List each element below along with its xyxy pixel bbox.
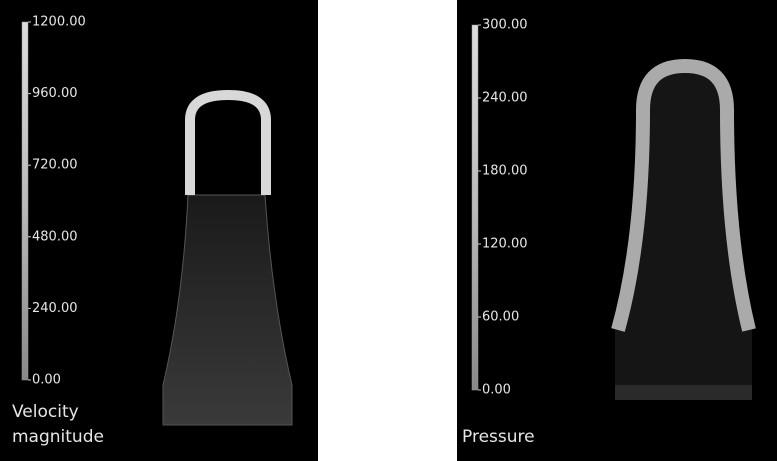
tick-label: 240.00 [32, 301, 78, 316]
tick-label: 960.00 [32, 86, 78, 101]
tick-label: 1200.00 [32, 15, 86, 30]
tick-label: 240.00 [482, 91, 528, 106]
figure: 1200.00960.00720.00480.00240.000.00Veloc… [0, 0, 777, 461]
tick-label: 300.00 [482, 18, 528, 33]
tick-label: 0.00 [32, 373, 61, 388]
panel-label: Pressure [462, 427, 535, 447]
tick-label: 480.00 [32, 229, 78, 244]
flask-base [615, 385, 752, 400]
tick-label: 120.00 [482, 237, 528, 252]
tick-label: 720.00 [32, 158, 78, 173]
page: 1200.00960.00720.00480.00240.000.00Veloc… [0, 0, 777, 461]
tick-label: 60.00 [482, 310, 519, 325]
tick-label: 0.00 [482, 383, 511, 398]
colorbar-strip [22, 22, 28, 380]
tick-label: 180.00 [482, 164, 528, 179]
colorbar-strip [472, 25, 478, 390]
